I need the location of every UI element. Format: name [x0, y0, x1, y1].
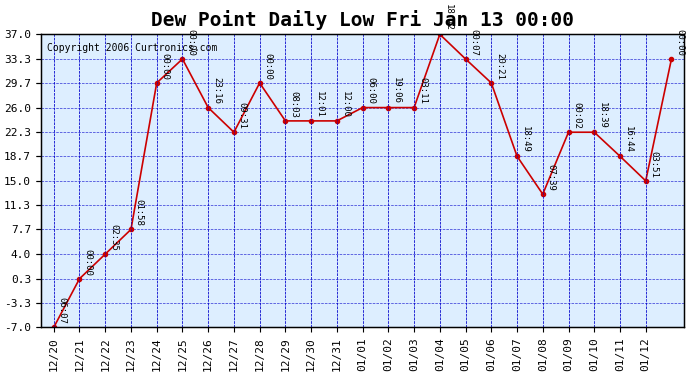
Text: 00:00: 00:00	[264, 53, 273, 80]
Text: 20:21: 20:21	[495, 53, 504, 80]
Title: Dew Point Daily Low Fri Jan 13 00:00: Dew Point Daily Low Fri Jan 13 00:00	[151, 10, 574, 30]
Text: 18:42: 18:42	[444, 4, 453, 31]
Text: 02:35: 02:35	[109, 224, 118, 251]
Text: 01:58: 01:58	[135, 199, 144, 226]
Text: 19:06: 19:06	[392, 77, 401, 104]
Text: 07:39: 07:39	[546, 164, 555, 191]
Text: Copyright 2006 Curtronics.com: Copyright 2006 Curtronics.com	[48, 43, 218, 53]
Text: 00:00: 00:00	[83, 249, 92, 275]
Text: 12:00: 12:00	[341, 91, 350, 118]
Text: 18:39: 18:39	[598, 102, 607, 129]
Text: 09:31: 09:31	[238, 102, 247, 129]
Text: 06:00: 06:00	[366, 77, 375, 104]
Text: 12:01: 12:01	[315, 91, 324, 118]
Text: 00:02: 00:02	[573, 102, 582, 129]
Text: 03:51: 03:51	[649, 151, 658, 177]
Text: 00:00: 00:00	[676, 29, 684, 56]
Text: 16:44: 16:44	[624, 126, 633, 153]
Text: 00:00: 00:00	[186, 29, 195, 56]
Text: 08:03: 08:03	[289, 91, 298, 118]
Text: 18:49: 18:49	[521, 126, 530, 153]
Text: 00:07: 00:07	[469, 29, 478, 56]
Text: 03:11: 03:11	[418, 77, 427, 104]
Text: 23:16: 23:16	[212, 77, 221, 104]
Text: 06:07: 06:07	[58, 297, 67, 324]
Text: 00:00: 00:00	[161, 53, 170, 80]
